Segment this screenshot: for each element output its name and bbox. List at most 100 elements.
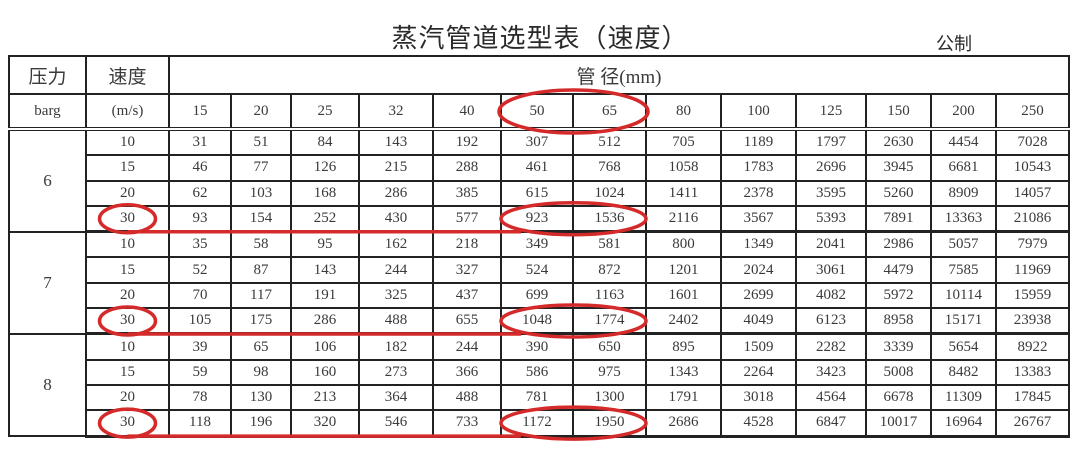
header-diameter: 15 (168, 93, 232, 131)
flow-value-cell: 15171 (930, 307, 997, 336)
flow-value-cell: 93 (168, 204, 232, 234)
flow-value-cell: 168 (290, 179, 360, 207)
flow-value-cell: 1048 (500, 307, 574, 336)
flow-value-cell: 307 (500, 127, 574, 157)
flow-value-cell: 23938 (994, 307, 1071, 336)
table-row: 20 62 103 168 286 385 615 1024 1411 2378 3595 5260 8… (9, 179, 1071, 207)
table-row: 15 59 98 160 273 366 586 975 1343 2264 3423 5008 848… (9, 358, 1071, 386)
flow-value-cell: 577 (432, 204, 502, 234)
flow-value-cell: 117 (230, 281, 292, 310)
velocity-cell: 15 (85, 358, 170, 386)
header-diameter: 32 (358, 93, 434, 131)
table-row: 30 105 175 286 488 655 1048 1774 2402 4049 6123 895… (9, 307, 1071, 336)
flow-value-cell: 191 (290, 281, 360, 310)
flow-value-cell: 2686 (645, 409, 722, 438)
flow-value-cell: 923 (500, 204, 574, 234)
flow-value-cell: 286 (358, 179, 434, 207)
flow-value-cell: 2986 (865, 230, 932, 259)
flow-value-cell: 1189 (720, 127, 797, 157)
flow-value-cell: 11969 (994, 256, 1071, 284)
flow-value-cell: 581 (572, 230, 647, 259)
flow-value-cell: 325 (358, 281, 434, 310)
flow-value-cell: 546 (358, 409, 434, 438)
flow-value-cell: 7028 (994, 127, 1071, 157)
flow-value-cell: 65 (230, 332, 292, 361)
flow-value-cell: 46 (168, 154, 232, 182)
flow-value-cell: 524 (500, 256, 574, 284)
flow-value-cell: 59 (168, 358, 232, 386)
flow-value-cell: 1058 (645, 154, 722, 182)
page-title: 蒸汽管道选型表（速度） (391, 24, 689, 54)
flow-value-cell: 895 (645, 332, 722, 361)
flow-value-cell: 800 (645, 230, 722, 259)
flow-value-cell: 7979 (994, 230, 1071, 259)
flow-value-cell: 154 (230, 204, 292, 234)
flow-value-cell: 11309 (930, 383, 997, 412)
flow-value-cell: 52 (168, 256, 232, 284)
flow-value-cell: 366 (432, 358, 502, 386)
header-velocity: 速度 (85, 55, 170, 95)
flow-value-cell: 650 (572, 332, 647, 361)
flow-value-cell: 1349 (720, 230, 797, 259)
flow-value-cell: 327 (432, 256, 502, 284)
flow-value-cell: 196 (230, 409, 292, 438)
velocity-cell: 10 (85, 230, 170, 259)
table-row: 15 52 87 143 244 327 524 872 1201 2024 3061 4479 758… (9, 256, 1071, 284)
flow-value-cell: 10114 (930, 281, 997, 310)
flow-value-cell: 98 (230, 358, 292, 386)
flow-value-cell: 7585 (930, 256, 997, 284)
header-diameter: 80 (645, 93, 722, 131)
flow-value-cell: 2282 (795, 332, 867, 361)
flow-value-cell: 87 (230, 256, 292, 284)
flow-value-cell: 781 (500, 383, 574, 412)
header-pressure: 压力 (8, 55, 87, 95)
header-diameter: 150 (865, 93, 932, 131)
flow-value-cell: 461 (500, 154, 574, 182)
flow-value-cell: 2116 (645, 204, 722, 234)
flow-value-cell: 1783 (720, 154, 797, 182)
flow-value-cell: 5008 (865, 358, 932, 386)
flow-value-cell: 6678 (865, 383, 932, 412)
flow-value-cell: 78 (168, 383, 232, 412)
flow-value-cell: 8958 (865, 307, 932, 336)
flow-value-cell: 1172 (500, 409, 574, 438)
velocity-cell: 10 (85, 332, 170, 361)
flow-value-cell: 2699 (720, 281, 797, 310)
flow-value-cell: 105 (168, 307, 232, 336)
flow-value-cell: 768 (572, 154, 647, 182)
flow-value-cell: 975 (572, 358, 647, 386)
flow-value-cell: 1163 (572, 281, 647, 310)
flow-value-cell: 8482 (930, 358, 997, 386)
flow-value-cell: 244 (432, 332, 502, 361)
header-diameter: 25 (290, 93, 360, 131)
flow-value-cell: 5393 (795, 204, 867, 234)
header-pipe-diameter: 管 径(mm) (167, 55, 1071, 95)
velocity-cell: 20 (85, 179, 170, 207)
velocity-cell: 20 (85, 383, 170, 412)
velocity-cell: 30 (85, 204, 170, 234)
velocity-cell: 15 (85, 256, 170, 284)
flow-value-cell: 699 (500, 281, 574, 310)
flow-value-cell: 182 (358, 332, 434, 361)
flow-value-cell: 1300 (572, 383, 647, 412)
flow-value-cell: 17845 (994, 383, 1071, 412)
flow-value-cell: 655 (432, 307, 502, 336)
flow-value-cell: 273 (358, 358, 434, 386)
pressure-cell: 8 (8, 332, 87, 438)
flow-value-cell: 4479 (865, 256, 932, 284)
flow-value-cell: 288 (432, 154, 502, 182)
flow-value-cell: 39 (168, 332, 232, 361)
flow-value-cell: 3567 (720, 204, 797, 234)
flow-value-cell: 21086 (994, 204, 1071, 234)
table-row: 30 118 196 320 546 733 1172 1950 2686 4528 6847 100… (9, 409, 1071, 438)
flow-value-cell: 1343 (645, 358, 722, 386)
flow-value-cell: 31 (168, 127, 232, 157)
flow-value-cell: 2402 (645, 307, 722, 336)
flow-value-cell: 4049 (720, 307, 797, 336)
flow-value-cell: 213 (290, 383, 360, 412)
flow-value-cell: 26767 (994, 409, 1071, 438)
flow-value-cell: 35 (168, 230, 232, 259)
flow-value-cell: 70 (168, 281, 232, 310)
flow-value-cell: 5654 (930, 332, 997, 361)
flow-value-cell: 512 (572, 127, 647, 157)
